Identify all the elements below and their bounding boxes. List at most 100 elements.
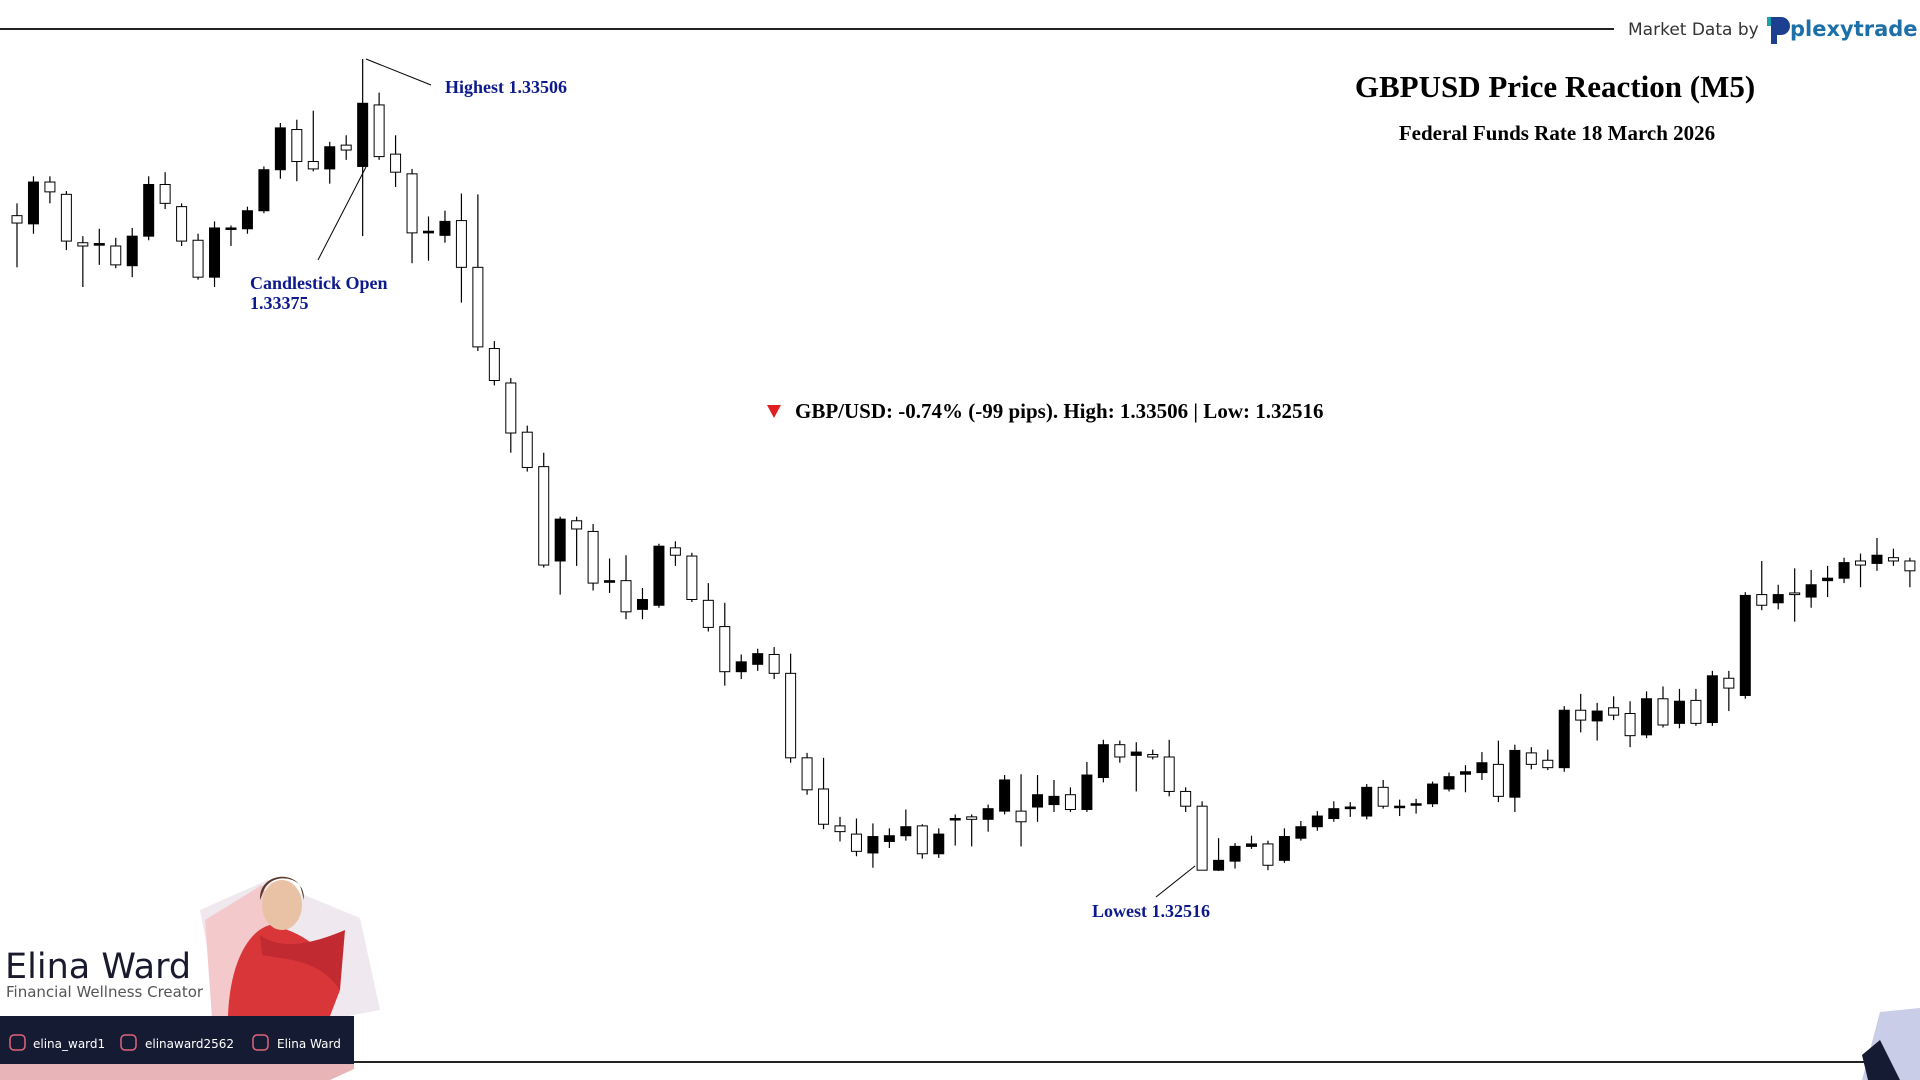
- candle-body: [1443, 776, 1455, 790]
- annotation-leader: [1155, 865, 1196, 898]
- candle-body: [110, 245, 122, 266]
- candle-body: [340, 144, 352, 151]
- candle-body: [1196, 805, 1208, 871]
- chart-subtitle: Federal Funds Rate 18 March 2026: [1399, 121, 1715, 145]
- candles: [11, 59, 1916, 871]
- candle-body: [1213, 859, 1225, 871]
- candle-body: [77, 242, 89, 247]
- corner-decoration: [1862, 1040, 1900, 1080]
- candle-body: [1147, 754, 1159, 758]
- candle-body: [1904, 560, 1916, 572]
- candle-body: [1459, 771, 1471, 775]
- candle-body: [390, 153, 402, 173]
- logo-text: plexytrade: [1790, 17, 1918, 41]
- annotation-label: Candlestick Open: [250, 273, 388, 293]
- candle-body: [1361, 786, 1373, 817]
- candle-body: [653, 545, 665, 606]
- social-handle[interactable]: Elina Ward: [277, 1037, 341, 1051]
- candle-body: [719, 626, 731, 673]
- candle-body: [406, 173, 418, 234]
- logo: plexytrade: [1767, 17, 1918, 44]
- candle-body: [883, 835, 895, 842]
- candle-body: [850, 833, 862, 852]
- candle-body: [1114, 744, 1126, 758]
- candle-body: [1822, 577, 1834, 582]
- candle-body: [241, 210, 253, 230]
- candle-body: [1871, 554, 1883, 564]
- annotation-value: 1.32516: [1152, 901, 1211, 921]
- candle-body: [44, 181, 56, 193]
- candle-body: [1591, 710, 1603, 722]
- candle-body: [571, 520, 583, 530]
- candle-body: [1032, 794, 1044, 808]
- candle-body: [1789, 592, 1801, 596]
- candle-body: [521, 431, 533, 468]
- candle-body: [801, 757, 813, 791]
- candle-body: [209, 227, 221, 278]
- candle-body: [916, 825, 928, 855]
- candle-body: [949, 818, 961, 821]
- candle-body: [1509, 749, 1521, 798]
- candle-body: [1064, 794, 1076, 810]
- social-handle[interactable]: elina_ward1: [33, 1037, 105, 1051]
- candle-body: [1525, 752, 1537, 765]
- candle-body: [1838, 562, 1850, 579]
- annotation-value: 1.33375: [250, 293, 309, 313]
- candle-body: [1278, 836, 1290, 861]
- social-handle[interactable]: elinaward2562: [145, 1037, 234, 1051]
- facebook-icon: [252, 1034, 269, 1051]
- candle-body: [11, 215, 23, 224]
- candle-body: [192, 239, 204, 278]
- candle-body: [60, 193, 72, 242]
- candle-body: [324, 146, 336, 170]
- candle-body: [735, 661, 747, 673]
- candle-body: [1476, 762, 1488, 774]
- candle-body: [1673, 700, 1685, 724]
- down-triangle: [767, 405, 781, 418]
- candle-body: [702, 599, 714, 628]
- annotation-leader: [365, 58, 432, 86]
- candle-body: [966, 816, 978, 820]
- candle-body: [1558, 709, 1570, 769]
- candle-body: [1706, 675, 1718, 724]
- candle-body: [1394, 805, 1406, 809]
- candle-body: [1377, 786, 1389, 807]
- candle-body: [933, 833, 945, 855]
- candle-body: [357, 102, 369, 167]
- candle-body: [620, 580, 632, 613]
- creator-photo: [200, 876, 380, 1025]
- candle-body: [159, 183, 171, 204]
- candle-body: [1657, 698, 1669, 726]
- candle-body: [1492, 763, 1504, 797]
- summary: GBP/USD: -0.74% (-99 pips). High: 1.3350…: [795, 399, 1323, 423]
- candle-body: [1624, 713, 1636, 737]
- candle-body: [900, 826, 912, 837]
- candle-body: [1229, 845, 1241, 862]
- creator-name: Elina Ward: [5, 947, 191, 987]
- candle-body: [1641, 698, 1653, 736]
- candle-body: [27, 181, 39, 225]
- creator-tagline: Financial Wellness Creator: [6, 983, 204, 1001]
- candle-body: [604, 580, 616, 583]
- logo-mark: [1771, 17, 1790, 44]
- candle-body: [1410, 803, 1422, 806]
- candle-body: [1805, 584, 1817, 598]
- candle-body: [1756, 594, 1768, 606]
- candle-body: [1427, 783, 1439, 805]
- candle-body: [373, 104, 385, 158]
- candle-body: [258, 169, 270, 212]
- chart-title: GBPUSD Price Reaction (M5): [1355, 69, 1755, 104]
- candle-body: [274, 127, 286, 171]
- candle-body: [1344, 806, 1356, 810]
- annotation-label: Lowest: [1092, 901, 1147, 921]
- annotation-label: Highest: [445, 77, 504, 97]
- candle-body: [505, 382, 517, 434]
- candle-body: [1772, 594, 1784, 604]
- candle-body: [93, 243, 105, 246]
- creator-face: [262, 880, 302, 930]
- candle-body: [307, 161, 319, 170]
- candle-body: [834, 825, 846, 833]
- candle-body: [1739, 594, 1751, 696]
